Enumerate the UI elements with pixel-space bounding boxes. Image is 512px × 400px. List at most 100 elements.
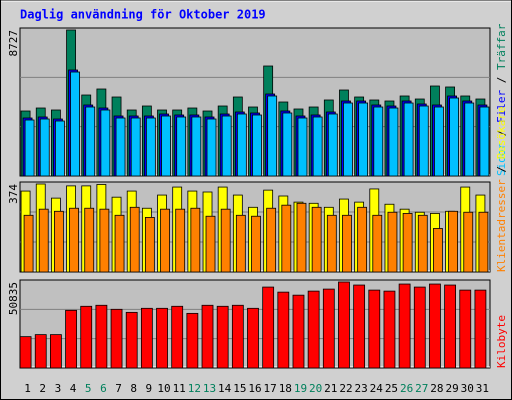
x-tick-label: 15	[233, 382, 246, 395]
bar	[145, 117, 156, 177]
bar	[216, 305, 229, 369]
x-tick-label: 8	[130, 382, 137, 395]
x-tick-label: 13	[203, 382, 216, 395]
bar	[448, 210, 458, 273]
bar	[326, 214, 337, 273]
legend-entry: Klientadresser	[495, 179, 508, 272]
bar	[55, 120, 65, 177]
bar	[99, 208, 110, 273]
x-tick-label: 21	[324, 382, 337, 395]
legend-entry: Sidor	[495, 143, 508, 176]
bar	[433, 228, 443, 273]
y-tick-label: 374	[7, 184, 20, 204]
bar	[69, 207, 79, 273]
legend: Kilobyte	[495, 315, 508, 368]
bar	[403, 102, 414, 177]
legend-separator: /	[495, 123, 508, 143]
bar	[110, 308, 123, 369]
legend-entry: Besökare	[495, 106, 508, 159]
x-tick-label: 28	[430, 382, 443, 395]
bar	[38, 208, 49, 273]
bar	[449, 97, 459, 177]
bar	[221, 115, 232, 177]
bar	[402, 213, 413, 273]
bar	[281, 204, 292, 273]
bar	[282, 112, 293, 177]
bar	[84, 207, 95, 273]
x-tick-label: 26	[400, 382, 413, 395]
x-tick-label: 6	[100, 382, 107, 395]
bar	[413, 286, 426, 369]
legend-entry: Filer	[495, 90, 508, 123]
bar	[358, 102, 369, 177]
bar	[398, 283, 411, 369]
bar	[479, 106, 490, 177]
bar	[459, 289, 472, 369]
bar	[23, 214, 34, 273]
x-tick-label: 19	[294, 382, 307, 395]
bar	[327, 113, 338, 177]
bar	[129, 206, 140, 273]
bar	[322, 288, 335, 369]
bar	[205, 215, 216, 273]
bar	[368, 289, 381, 369]
bar	[191, 116, 202, 177]
x-tick-label: 18	[279, 382, 292, 395]
bar	[19, 336, 32, 369]
bar	[85, 106, 96, 177]
bar	[267, 95, 278, 177]
bar	[100, 109, 111, 177]
y-tick-label: 50835	[7, 282, 20, 315]
bar	[387, 211, 398, 273]
x-tick-label: 29	[445, 382, 458, 395]
x-tick-label: 30	[461, 382, 474, 395]
bar	[357, 206, 368, 273]
bar	[463, 211, 474, 273]
bar	[474, 289, 487, 369]
x-tick-label: 23	[355, 382, 368, 395]
legend: Sidor / Filer / Träffar	[495, 23, 508, 176]
bar	[156, 307, 168, 369]
bar	[231, 304, 244, 369]
bar	[236, 113, 247, 177]
bar	[417, 214, 428, 273]
bar	[114, 214, 125, 273]
bar	[95, 304, 108, 369]
bar	[161, 115, 171, 177]
bar	[70, 71, 80, 177]
bar	[338, 281, 350, 369]
bar	[125, 311, 138, 369]
bar	[65, 309, 77, 369]
legend-separator: /	[495, 159, 508, 179]
bar	[266, 207, 277, 273]
y-tick-label: 8727	[7, 30, 20, 57]
legend-entry: Träffar	[495, 23, 508, 70]
bar	[311, 206, 322, 273]
bar	[140, 307, 153, 369]
bar	[34, 334, 47, 369]
bar	[434, 106, 444, 177]
bar	[343, 102, 353, 177]
x-tick-label: 3	[55, 382, 62, 395]
x-tick-label: 10	[157, 382, 170, 395]
chart-title: Daglig användning för Oktober 2019	[20, 8, 266, 22]
bar	[297, 117, 308, 177]
bar	[418, 105, 429, 177]
x-tick-label: 5	[85, 382, 92, 395]
bar	[115, 117, 126, 177]
x-tick-label: 12	[188, 382, 201, 395]
legend-separator: /	[495, 70, 508, 90]
x-tick-label: 31	[476, 382, 489, 395]
bar	[388, 107, 399, 177]
bar	[478, 211, 489, 273]
bar	[201, 304, 214, 369]
legend-entry: Kilobyte	[495, 315, 508, 368]
bar	[206, 118, 217, 177]
x-tick-label: 11	[173, 382, 186, 395]
x-tick-label: 1	[24, 382, 31, 395]
x-tick-label: 2	[39, 382, 46, 395]
bar	[80, 305, 93, 369]
bar	[464, 102, 475, 177]
bar	[383, 290, 396, 369]
